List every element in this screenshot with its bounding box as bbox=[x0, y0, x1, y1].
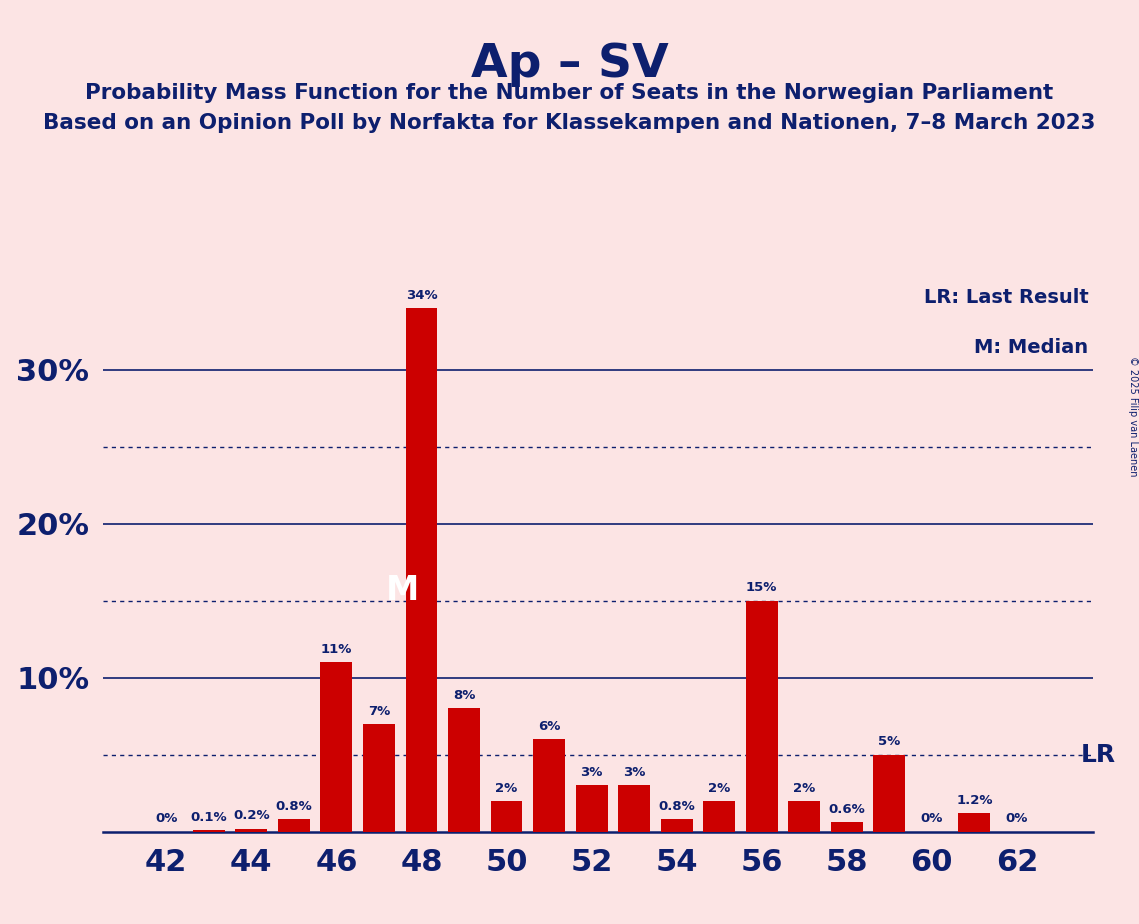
Bar bbox=[874, 755, 906, 832]
Text: © 2025 Filip van Laenen: © 2025 Filip van Laenen bbox=[1129, 356, 1138, 476]
Bar bbox=[491, 801, 523, 832]
Bar bbox=[320, 663, 352, 832]
Text: 0.2%: 0.2% bbox=[233, 809, 270, 822]
Text: LR: LR bbox=[1081, 743, 1116, 767]
Text: 0.8%: 0.8% bbox=[276, 800, 312, 813]
Bar bbox=[192, 830, 224, 832]
Text: 6%: 6% bbox=[538, 720, 560, 733]
Text: 5%: 5% bbox=[878, 736, 901, 748]
Text: Ap – SV: Ap – SV bbox=[470, 42, 669, 87]
Text: 3%: 3% bbox=[581, 766, 603, 779]
Text: 3%: 3% bbox=[623, 766, 646, 779]
Text: 0.1%: 0.1% bbox=[190, 811, 227, 824]
Bar bbox=[746, 601, 778, 832]
Text: Probability Mass Function for the Number of Seats in the Norwegian Parliament: Probability Mass Function for the Number… bbox=[85, 83, 1054, 103]
Text: 2%: 2% bbox=[708, 782, 730, 795]
Bar bbox=[830, 822, 862, 832]
Text: 7%: 7% bbox=[368, 705, 390, 718]
Text: Based on an Opinion Poll by Norfakta for Klassekampen and Nationen, 7–8 March 20: Based on an Opinion Poll by Norfakta for… bbox=[43, 113, 1096, 133]
Bar bbox=[575, 785, 607, 832]
Bar bbox=[661, 820, 693, 832]
Text: 0%: 0% bbox=[920, 812, 943, 825]
Text: 8%: 8% bbox=[453, 689, 475, 702]
Text: 11%: 11% bbox=[321, 643, 352, 656]
Text: 34%: 34% bbox=[405, 289, 437, 302]
Text: 1.2%: 1.2% bbox=[956, 794, 992, 807]
Text: LR: Last Result: LR: Last Result bbox=[924, 288, 1089, 308]
Text: 0.8%: 0.8% bbox=[658, 800, 695, 813]
Bar bbox=[236, 829, 268, 832]
Bar bbox=[618, 785, 650, 832]
Bar bbox=[448, 709, 480, 832]
Text: M: M bbox=[386, 574, 419, 607]
Bar bbox=[363, 723, 395, 832]
Text: M: Median: M: Median bbox=[974, 338, 1089, 358]
Bar bbox=[405, 308, 437, 832]
Text: 2%: 2% bbox=[793, 782, 816, 795]
Text: 0%: 0% bbox=[1006, 812, 1029, 825]
Bar bbox=[958, 813, 990, 832]
Text: 15%: 15% bbox=[746, 581, 778, 594]
Bar bbox=[278, 820, 310, 832]
Bar bbox=[533, 739, 565, 832]
Text: 0.6%: 0.6% bbox=[828, 803, 866, 816]
Text: 2%: 2% bbox=[495, 782, 517, 795]
Bar bbox=[788, 801, 820, 832]
Text: 0%: 0% bbox=[155, 812, 178, 825]
Bar bbox=[703, 801, 735, 832]
